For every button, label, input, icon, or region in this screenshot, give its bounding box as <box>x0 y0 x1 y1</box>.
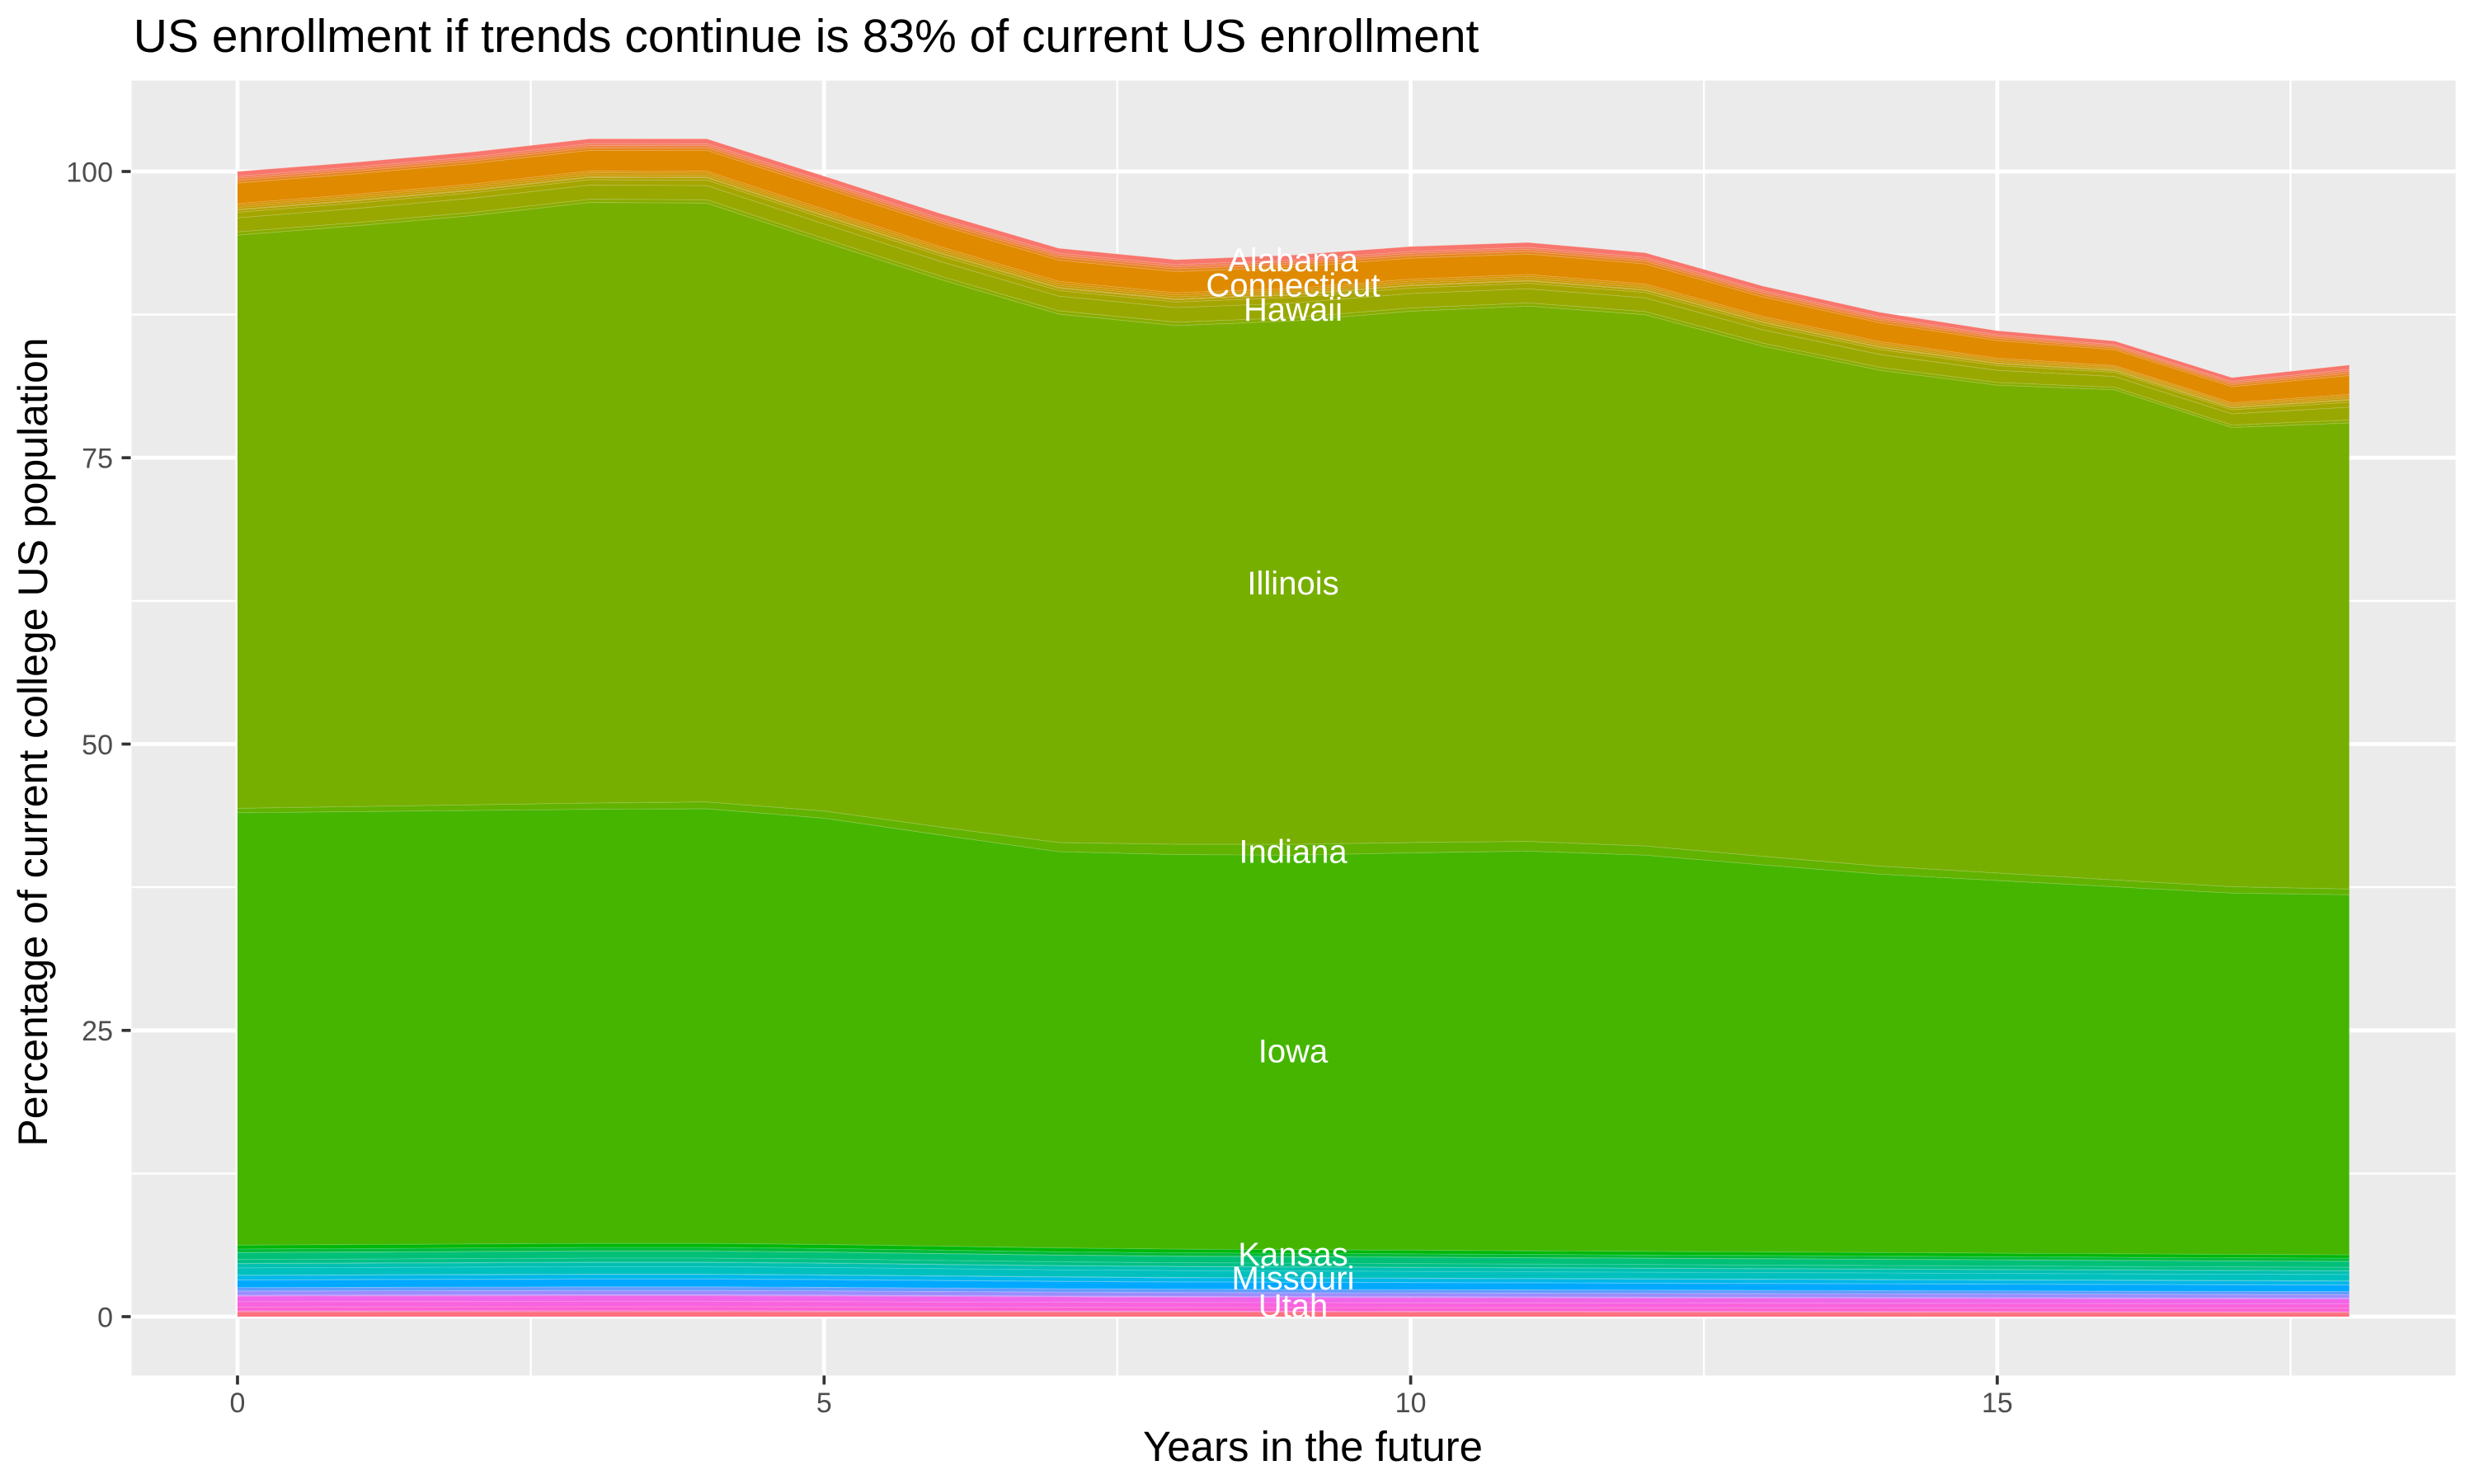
svg-text:US enrollment if trends contin: US enrollment if trends continue is 83% … <box>134 10 1479 63</box>
svg-text:25: 25 <box>82 1016 113 1047</box>
svg-text:Years in the future: Years in the future <box>1143 1423 1483 1470</box>
svg-text:75: 75 <box>82 444 113 475</box>
svg-text:0: 0 <box>97 1302 113 1333</box>
svg-text:5: 5 <box>816 1388 832 1419</box>
svg-text:10: 10 <box>1395 1388 1427 1419</box>
svg-text:Missouri: Missouri <box>1232 1261 1355 1297</box>
svg-text:Connecticut: Connecticut <box>1206 268 1380 304</box>
svg-text:15: 15 <box>1982 1388 2013 1419</box>
svg-text:Iowa: Iowa <box>1258 1034 1329 1070</box>
svg-text:Kansas: Kansas <box>1238 1237 1348 1273</box>
svg-text:100: 100 <box>66 157 113 188</box>
svg-text:0: 0 <box>230 1388 246 1419</box>
svg-text:50: 50 <box>82 730 113 761</box>
svg-text:Alabama: Alabama <box>1228 242 1359 279</box>
svg-text:Hawaii: Hawaii <box>1244 292 1343 328</box>
svg-text:Indiana: Indiana <box>1239 834 1348 871</box>
svg-text:Utah: Utah <box>1258 1289 1329 1325</box>
svg-text:Illinois: Illinois <box>1247 566 1338 602</box>
svg-text:Percentage of current college: Percentage of current college US populat… <box>10 337 56 1146</box>
